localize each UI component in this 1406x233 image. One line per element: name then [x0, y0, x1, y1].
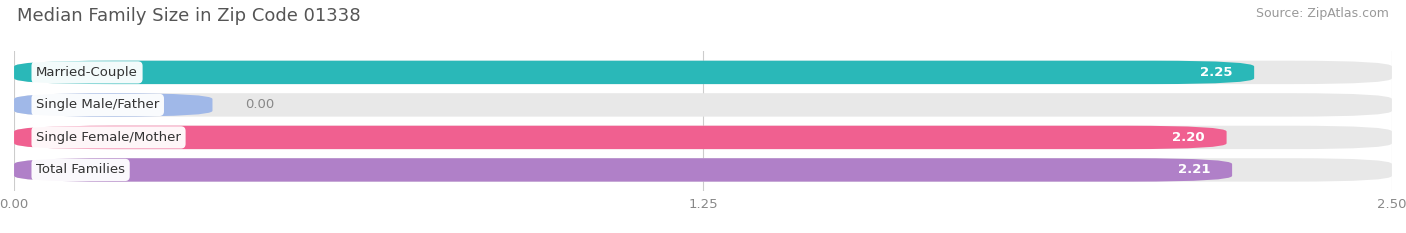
Text: Median Family Size in Zip Code 01338: Median Family Size in Zip Code 01338	[17, 7, 360, 25]
FancyBboxPatch shape	[14, 126, 1392, 149]
Text: 2.21: 2.21	[1178, 163, 1211, 176]
FancyBboxPatch shape	[14, 61, 1254, 84]
Text: 2.25: 2.25	[1199, 66, 1232, 79]
Text: Source: ZipAtlas.com: Source: ZipAtlas.com	[1256, 7, 1389, 20]
FancyBboxPatch shape	[14, 93, 1392, 116]
Text: 0.00: 0.00	[246, 98, 274, 111]
Text: Single Female/Mother: Single Female/Mother	[37, 131, 181, 144]
FancyBboxPatch shape	[14, 93, 212, 116]
Text: Total Families: Total Families	[37, 163, 125, 176]
Text: Single Male/Father: Single Male/Father	[37, 98, 159, 111]
FancyBboxPatch shape	[14, 158, 1232, 182]
Text: 2.20: 2.20	[1173, 131, 1205, 144]
FancyBboxPatch shape	[14, 61, 1392, 84]
Text: Married-Couple: Married-Couple	[37, 66, 138, 79]
FancyBboxPatch shape	[14, 126, 1226, 149]
FancyBboxPatch shape	[14, 158, 1392, 182]
